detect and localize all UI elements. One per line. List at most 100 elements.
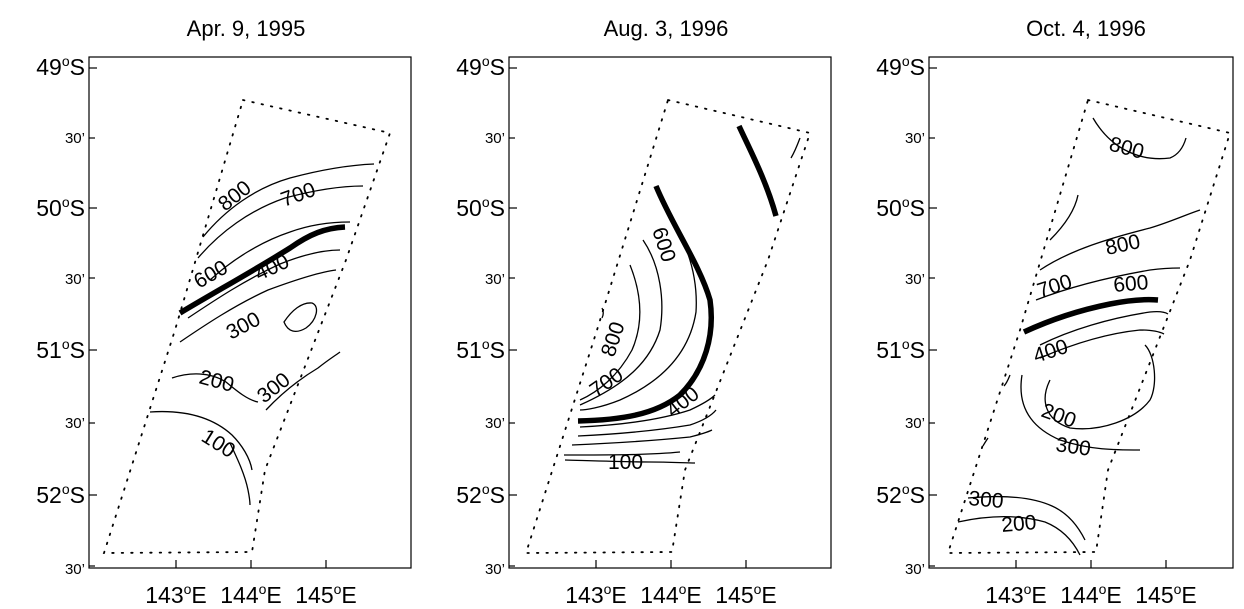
- y-tick-label: 49oS: [876, 53, 925, 80]
- y-tick-label: 50oS: [876, 194, 925, 221]
- contour-line: [1039, 310, 1169, 346]
- contour-label: 400: [251, 250, 292, 286]
- survey-boundary: [102, 98, 392, 554]
- y-tick-label: 30’: [65, 130, 85, 147]
- map-panel-aug-1996: Aug. 3, 1996 49oS 30’ 50oS 30’ 51oS 30’ …: [456, 16, 832, 608]
- contour-line: [209, 221, 351, 281]
- contour-label: 600: [1112, 271, 1149, 297]
- x-axis-labels: 143oE 144oE 145oE: [985, 581, 1197, 608]
- y-tick-label: 30’: [485, 415, 505, 432]
- contour-line: [1092, 117, 1187, 160]
- panel-title: Oct. 4, 1996: [1026, 16, 1146, 41]
- contour-line: [1020, 374, 1141, 451]
- map-panel-oct-1996: Oct. 4, 1996 49oS 30’ 50oS 30’ 51oS 30’ …: [876, 16, 1234, 608]
- tick-marks: [509, 67, 747, 568]
- contour-line: [601, 307, 604, 319]
- contour-lines: [149, 163, 375, 506]
- y-tick-label: 52oS: [456, 481, 505, 508]
- contour-label: 200: [1038, 399, 1079, 433]
- contour-line: [1003, 374, 1011, 387]
- contour-label: 300: [1054, 433, 1092, 461]
- contour-line: [202, 163, 375, 238]
- contour-line: [571, 429, 713, 446]
- y-tick-label: 30’: [905, 130, 925, 147]
- contour-line: [179, 269, 337, 343]
- contour-lines: [563, 137, 801, 464]
- map-panel-apr-1995: Apr. 9, 1995 49oS 30’ 50oS 30’ 51oS 30’ …: [36, 16, 412, 608]
- contour-line: [197, 185, 364, 259]
- y-axis-labels: 49oS 30’ 50oS 30’ 51oS 30’ 52oS 30’: [36, 53, 85, 578]
- x-axis-labels: 143oE 144oE 145oE: [145, 581, 357, 608]
- y-axis-labels: 49oS 30’ 50oS 30’ 51oS 30’ 52oS 30’: [876, 53, 925, 578]
- contour-line: [283, 302, 318, 333]
- contour-line: [579, 264, 641, 401]
- contour-line: [1039, 209, 1201, 271]
- contour-label: 800: [597, 319, 630, 359]
- contour-line-bold: [577, 184, 714, 424]
- map-frame: [508, 56, 832, 569]
- contour-line-bold: [1022, 296, 1159, 335]
- contour-line: [149, 410, 253, 471]
- tick-marks: [89, 67, 327, 568]
- y-tick-label: 30’: [485, 271, 505, 288]
- contour-line: [229, 442, 251, 506]
- contour-line-bold: [736, 124, 779, 217]
- contour-label: 700: [586, 363, 628, 402]
- contour-label: 300: [223, 308, 265, 345]
- y-tick-label: 50oS: [456, 194, 505, 221]
- contour-line: [563, 451, 681, 456]
- contour-labels: 600 800 700 400 100: [586, 224, 704, 474]
- y-axis-labels: 49oS 30’ 50oS 30’ 51oS 30’ 52oS 30’: [456, 53, 505, 578]
- x-axis-labels: 143oE 144oE 145oE: [565, 581, 777, 608]
- contour-label: 400: [1030, 335, 1070, 368]
- contour-labels: 800 800 700 600 400 200 300 300 200: [968, 133, 1150, 537]
- y-tick-label: 30’: [905, 561, 925, 578]
- contour-label: 100: [608, 451, 643, 474]
- contour-line: [171, 373, 259, 403]
- contour-line: [579, 394, 716, 428]
- contour-line: [790, 137, 801, 159]
- y-tick-label: 30’: [65, 415, 85, 432]
- panel-title: Apr. 9, 1995: [187, 16, 306, 41]
- y-tick-label: 52oS: [36, 481, 85, 508]
- contour-label: 200: [1000, 511, 1037, 537]
- contour-line: [564, 459, 696, 464]
- contour-line: [579, 219, 697, 411]
- x-tick-label: 144oE: [640, 581, 702, 608]
- y-tick-label: 51oS: [456, 336, 505, 363]
- y-tick-label: 49oS: [456, 53, 505, 80]
- y-tick-label: 49oS: [36, 53, 85, 80]
- y-tick-label: 52oS: [876, 481, 925, 508]
- y-tick-label: 30’: [485, 130, 505, 147]
- y-tick-label: 51oS: [876, 336, 925, 363]
- panel-title: Aug. 3, 1996: [604, 16, 729, 41]
- x-tick-label: 144oE: [220, 581, 282, 608]
- x-tick-label: 145oE: [715, 581, 777, 608]
- map-frame: [88, 56, 412, 569]
- y-tick-label: 30’: [905, 271, 925, 288]
- tick-marks: [929, 67, 1167, 568]
- x-tick-label: 144oE: [1060, 581, 1122, 608]
- x-tick-label: 143oE: [565, 581, 627, 608]
- contour-label: 100: [197, 425, 239, 463]
- y-tick-label: 30’: [65, 561, 85, 578]
- y-tick-label: 30’: [905, 415, 925, 432]
- x-tick-label: 143oE: [145, 581, 207, 608]
- contour-line: [577, 409, 717, 437]
- y-tick-label: 30’: [485, 561, 505, 578]
- survey-boundary: [524, 98, 812, 554]
- x-tick-label: 145oE: [1135, 581, 1197, 608]
- contour-line: [1035, 267, 1181, 301]
- contour-line: [967, 495, 1086, 541]
- y-tick-label: 50oS: [36, 194, 85, 221]
- contour-line: [1039, 329, 1165, 359]
- map-frame: [928, 56, 1234, 569]
- x-tick-label: 143oE: [985, 581, 1047, 608]
- y-tick-label: 30’: [65, 271, 85, 288]
- contour-label: 700: [278, 178, 319, 212]
- contour-line: [1049, 194, 1079, 241]
- contour-line: [265, 351, 341, 411]
- x-tick-label: 145oE: [295, 581, 357, 608]
- survey-boundary: [946, 98, 1232, 554]
